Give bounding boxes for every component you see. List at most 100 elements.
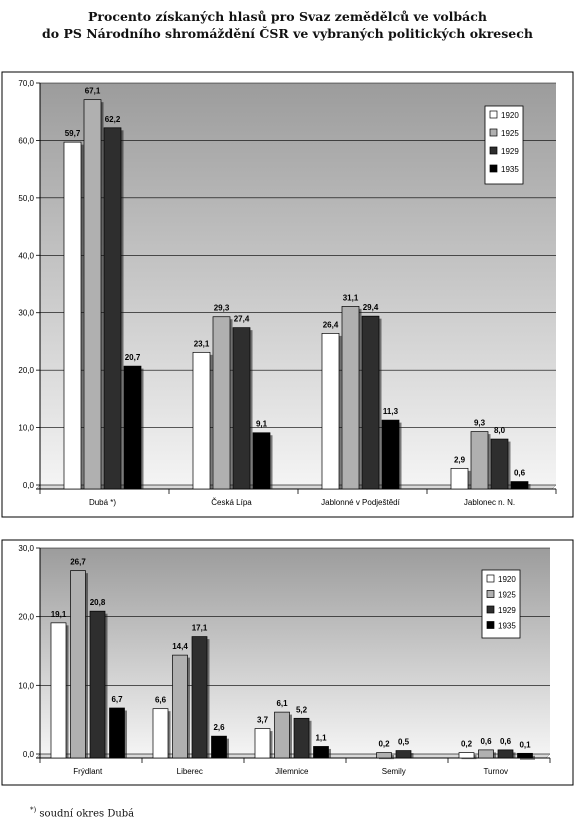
legend-swatch-1935 [486,621,495,629]
data-label: 20,8 [90,598,106,607]
legend-swatch-1925 [489,128,498,137]
y-tick-label: 30,0 [18,544,34,553]
bar-1920 [458,752,475,759]
data-label: 17,1 [192,624,208,633]
data-label: 67,1 [85,87,101,96]
bar-1929 [490,438,509,490]
y-tick-label: 10,0 [18,681,34,690]
legend-swatch-1929 [489,146,498,155]
data-label: 0,1 [519,740,531,749]
legend-swatch-1925 [486,590,495,598]
legend-swatch-1920 [489,110,498,119]
data-label: 2,9 [454,455,466,464]
bar-1935 [381,419,400,490]
data-label: 0,2 [378,740,390,749]
bar-1929 [232,327,251,490]
data-label: 27,4 [234,315,250,324]
data-label: 26,4 [323,320,339,329]
legend-label: 1920 [501,111,519,120]
legend-label: 1920 [498,575,516,584]
data-label: 31,1 [343,293,359,302]
x-tick-label: Dubá *) [89,498,116,507]
data-label: 20,7 [125,353,141,362]
footnote-text: soudní okres Dubá [36,808,135,820]
bar-1925 [376,752,392,759]
bar-1920 [152,708,169,759]
bar-1920 [450,467,469,490]
bar-1925 [212,316,231,490]
bar-1925 [341,306,360,490]
y-tick-label: 20,0 [18,613,34,622]
x-tick-label: Semily [382,767,406,776]
footnote: *) soudní okres Dubá [30,806,134,819]
data-label: 26,7 [70,558,86,567]
bar-1929 [89,610,106,759]
legend-swatch-1929 [486,605,495,614]
y-tick-label: 70,0 [18,79,34,88]
chart-title: Procento získaných hlasů pro Svaz zemědě… [0,8,575,42]
bar-1935 [313,746,329,759]
bar-1929 [103,127,122,490]
data-label: 0,6 [480,737,492,746]
data-label: 11,3 [383,407,399,416]
data-label: 29,4 [363,303,379,312]
data-label: 6,1 [276,699,288,708]
data-label: 9,1 [256,420,268,429]
bar-1920 [50,622,67,759]
bar-1925 [470,431,489,490]
y-tick-label: 60,0 [18,136,34,145]
bar-1920 [254,728,271,759]
bar-1925 [274,711,290,759]
y-tick-label: 30,0 [18,309,34,318]
bar-1925 [478,749,494,759]
chart-frame [1,71,574,518]
bar-1920 [192,351,211,490]
data-label: 0,6 [514,469,526,478]
bar-chart-top: 0,0 10,0 20,0 30,0 40,0 50,0 60,0 70,0 Dubá *) 59… [1,71,574,518]
y-tick-label: 0,0 [23,750,35,759]
bar-1920 [63,141,82,490]
legend-label: 1935 [501,165,519,174]
title-line-2: do PS Národního shromáždění ČSR ve vybra… [42,26,533,41]
data-label: 0,5 [398,738,410,747]
y-tick-label: 50,0 [18,194,34,203]
data-label: 3,7 [257,716,269,725]
bar-1935 [252,432,271,490]
legend-swatch-1920 [486,574,495,583]
legend-label: 1925 [501,129,519,138]
bar-1935 [211,735,227,759]
bar-1935 [123,365,142,490]
bar-1920 [321,333,340,490]
data-label: 0,2 [461,740,473,749]
bar-1929 [395,750,412,759]
data-label: 6,7 [111,695,123,704]
bar-1929 [191,636,208,759]
x-tick-label: Jablonec n. N. [464,498,515,507]
bar-chart-bottom: 0,0 10,0 20,0 30,0 Frýdlant 19,1 26,7 20,8 6,7 Li… [1,539,574,786]
bar-1935 [517,752,533,759]
data-label: 29,3 [214,304,230,313]
bar-1929 [293,717,310,759]
bar-1925 [172,654,188,759]
data-label: 1,1 [315,733,327,742]
bar-1925 [83,99,102,490]
data-label: 5,2 [296,705,308,714]
data-label: 6,6 [155,696,167,705]
bar-1925 [70,570,86,759]
y-tick-label: 20,0 [18,366,34,375]
data-label: 59,7 [65,129,81,138]
data-label: 2,6 [213,723,225,732]
data-label: 19,1 [51,610,67,619]
y-tick-label: 0,0 [23,481,35,490]
legend-label: 1929 [501,147,519,156]
bar-1935 [510,481,529,490]
y-tick-label: 40,0 [18,251,34,260]
data-label: 62,2 [105,115,121,124]
data-label: 23,1 [194,339,210,348]
bar-1929 [361,315,380,490]
x-tick-label: Frýdlant [73,767,103,776]
bar-1929 [497,749,514,759]
y-tick-label: 10,0 [18,424,34,433]
x-tick-label: Turnov [483,767,508,776]
data-label: 8,0 [494,426,506,435]
